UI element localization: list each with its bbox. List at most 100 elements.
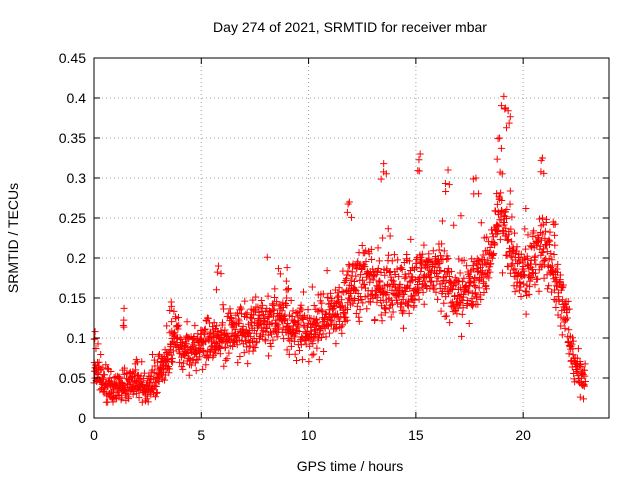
data-point — [405, 309, 413, 317]
data-point — [152, 382, 160, 390]
data-point — [275, 325, 283, 333]
data-point — [319, 290, 327, 298]
data-point — [397, 300, 405, 308]
data-point — [383, 288, 391, 296]
data-point — [196, 353, 204, 361]
data-point — [479, 251, 487, 259]
data-point — [386, 232, 394, 240]
data-point — [444, 255, 452, 263]
tick-labels: 0 0.05 0.1 0.15 0.2 0.25 0.3 0.35 0.4 0.45 0 5 10 15 2… — [59, 50, 531, 443]
data-point — [309, 340, 317, 348]
data-point — [216, 343, 224, 351]
data-point — [436, 259, 444, 267]
data-point — [448, 285, 456, 293]
ticks — [93, 57, 609, 419]
data-point — [192, 367, 200, 375]
data-point — [345, 261, 353, 269]
data-point — [161, 376, 169, 384]
data-point — [315, 334, 323, 342]
data-point — [290, 331, 298, 339]
data-point — [526, 277, 534, 285]
data-point — [204, 314, 212, 322]
data-point — [275, 265, 283, 273]
data-point — [564, 297, 572, 305]
data-point — [257, 297, 265, 304]
data-point — [270, 305, 278, 313]
data-point — [416, 150, 424, 158]
data-point — [343, 316, 351, 324]
data-point — [343, 305, 351, 313]
data-point — [384, 225, 392, 233]
data-point — [117, 396, 125, 404]
data-point — [548, 256, 556, 264]
data-point — [223, 355, 231, 363]
data-point — [107, 368, 115, 376]
data-point — [565, 350, 573, 358]
data-point — [557, 322, 565, 330]
data-point — [338, 329, 346, 337]
data-point — [520, 254, 528, 262]
data-point — [304, 306, 312, 314]
data-point — [135, 375, 143, 383]
data-point — [264, 292, 272, 300]
data-point — [524, 231, 532, 239]
data-point — [381, 271, 389, 279]
y-tick-label: 0.25 — [59, 210, 86, 226]
data-point — [415, 285, 423, 293]
data-point — [459, 304, 467, 312]
data-point — [562, 316, 570, 324]
data-point — [498, 170, 506, 178]
data-point — [337, 323, 345, 331]
data-point — [201, 330, 209, 338]
data-point — [247, 319, 255, 327]
data-point — [418, 250, 426, 258]
data-point — [445, 181, 453, 189]
data-point — [444, 166, 452, 174]
data-point — [497, 102, 505, 110]
x-tick-label: 5 — [197, 427, 205, 443]
data-point — [390, 251, 398, 259]
data-point — [571, 378, 579, 386]
data-point — [283, 294, 291, 302]
data-point — [271, 285, 279, 293]
data-point — [478, 274, 486, 282]
data-point — [231, 325, 239, 333]
data-point — [531, 252, 539, 260]
data-point — [97, 351, 105, 359]
data-point — [493, 155, 501, 163]
data-point — [220, 362, 228, 370]
data-point — [437, 252, 445, 260]
data-point — [480, 288, 488, 296]
data-point — [165, 365, 173, 373]
data-point — [474, 300, 482, 308]
data-point — [581, 372, 589, 380]
data-point — [198, 338, 206, 346]
data-point — [452, 281, 460, 289]
data-point — [548, 262, 556, 270]
data-point — [298, 306, 306, 314]
data-point — [180, 359, 188, 367]
data-point — [486, 243, 494, 251]
data-point — [482, 285, 490, 293]
y-tick-label: 0.35 — [59, 130, 86, 146]
data-point — [490, 250, 498, 258]
data-point — [493, 200, 501, 208]
data-point — [535, 287, 543, 295]
data-point — [344, 267, 352, 275]
data-point — [338, 296, 346, 304]
data-point — [413, 263, 421, 271]
data-point — [506, 200, 514, 208]
data-point — [377, 269, 385, 276]
data-point — [342, 313, 350, 321]
data-point — [363, 305, 371, 313]
data-point — [388, 257, 396, 265]
data-point — [194, 330, 202, 338]
data-point — [339, 309, 347, 317]
data-point — [400, 324, 408, 332]
data-point — [323, 267, 331, 275]
data-point — [498, 207, 506, 215]
data-point — [168, 302, 176, 310]
data-point — [379, 234, 387, 242]
data-point — [539, 248, 547, 256]
